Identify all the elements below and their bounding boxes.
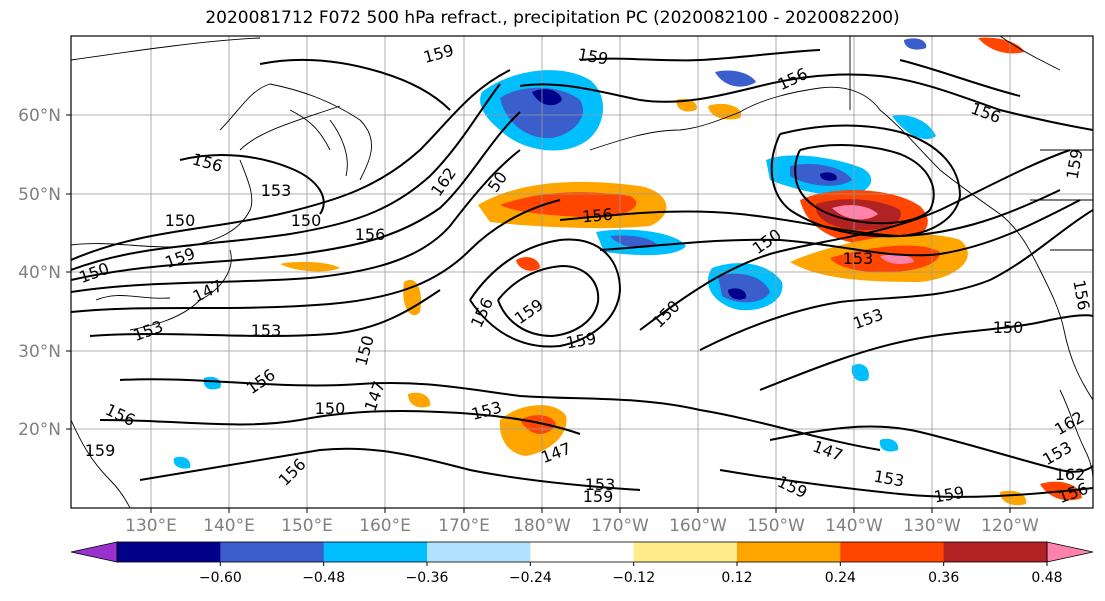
contour-label: 153 [469,398,503,424]
colorbar-box [840,542,945,562]
contour-label: 162 [1055,465,1086,484]
lon-label: 160°W [669,516,727,536]
lat-label: 30°N [18,342,61,362]
colorbar-box [633,542,738,562]
graticule [71,36,1093,508]
lon-label: 170°E [438,516,490,536]
contour-label: 159 [1063,147,1087,180]
lon-label: 130°W [903,516,961,536]
contour-label: 156 [243,365,279,398]
contour-label: 150 [315,399,346,418]
contour-label: 159 [85,441,116,460]
lon-label: 150°W [747,516,805,536]
lon-label: 170°W [591,516,649,536]
contour-label: 156 [355,225,386,244]
colorbar-outline [116,541,1048,563]
contour-label: 156 [968,99,1003,127]
colorbar-box [323,542,428,562]
colorbar-box [737,542,841,562]
lon-label: 180°W [513,516,571,536]
contour-label: 162 [427,164,460,200]
contour-label: 159 [932,483,965,507]
lon-label: 160°E [359,516,411,536]
latitude-labels: 60°N 50°N 40°N 30°N 20°N [18,106,61,440]
contour-label: 156 [1069,278,1093,311]
contour-label: 153 [872,467,905,491]
map-title: 2020081712 F072 500 hPa refract., precip… [205,8,900,28]
contour-label: 150 [352,333,378,367]
lat-label: 60°N [18,106,61,126]
contour-label: 162 [1051,407,1087,439]
contour-label: 153 [585,475,616,494]
contour-label: 156 [102,400,138,430]
contour-label: 159 [583,487,614,506]
colorbar-box [117,542,221,562]
colorbar-box [220,542,325,562]
colorbar-tick-label: 0.24 [825,570,856,586]
lat-label: 50°N [18,185,61,205]
colorbar-tick-label: −0.24 [509,570,552,586]
lat-label: 20°N [18,420,61,440]
colorbar-tick-label: −0.48 [302,570,345,586]
contour-label: 156 [275,455,310,490]
contour-label: 153 [843,249,874,268]
colorbar-tick-label: −0.36 [406,570,449,586]
contour-label: 156 [581,205,613,227]
colorbar-extend-min [70,541,118,563]
contour-label: 156 [190,150,224,176]
contour-label: 150 [165,211,196,230]
colorbar-box [530,542,635,562]
colorbar-tick-label: −0.60 [199,570,242,586]
contour-label: 156 [775,64,811,94]
colorbar-tick-label: −0.12 [612,570,655,586]
lon-label: 140°W [825,516,883,536]
contour-label: 50 [484,168,511,196]
colorbar: −0.60 −0.48 −0.36 −0.24 −0.12 0.12 0.24 0.36 0.4… [70,541,1094,586]
contour-label: 159 [774,472,810,502]
coastlines [71,36,1093,508]
contour-label: 153 [131,317,166,345]
contour-label: 150 [77,259,112,287]
lon-label: 120°W [981,516,1039,536]
colorbar-tick-label: 0.12 [721,570,752,586]
colorbar-box [943,542,1048,562]
axis-ticks [66,114,1011,513]
contour-label: 147 [190,276,226,306]
contour-label: 159 [564,329,597,353]
contour-label: 150 [749,225,785,258]
contour-label: 153 [851,305,886,333]
lon-label: 130°E [125,516,177,536]
colorbar-tick-label: 0.36 [928,570,959,586]
refractivity-contours [71,49,1093,498]
lon-label: 150°E [281,516,333,536]
longitude-labels: 130°E 140°E 150°E 160°E 170°E 180°W 170°… [125,516,1039,536]
contour-label: 150 [993,318,1024,337]
colorbar-extend-max [1046,541,1094,563]
contour-label: 159 [511,295,547,328]
precip-shading [173,37,1082,506]
colorbar-box [427,542,531,562]
colorbar-tick-label: 0.48 [1031,570,1062,586]
lon-label: 140°E [203,516,255,536]
contour-label: 159 [421,41,455,67]
contour-label: 153 [251,321,282,340]
contour-label: 150 [291,211,322,230]
contour-label: 153 [261,181,292,200]
lat-label: 40°N [18,263,61,283]
contour-label: 147 [810,437,845,465]
contour-label: 159 [576,45,609,69]
